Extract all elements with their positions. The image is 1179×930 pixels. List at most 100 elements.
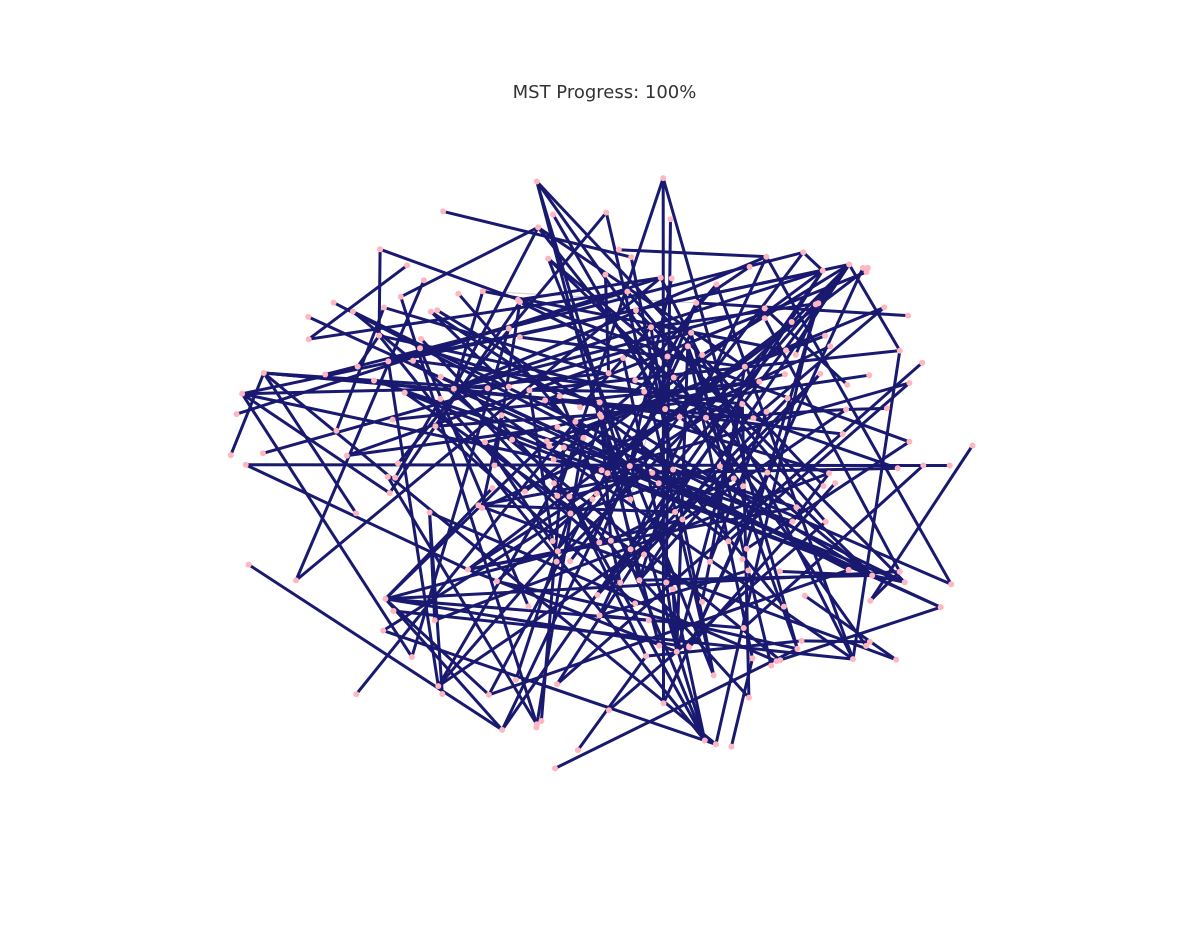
mst-edge — [480, 413, 504, 510]
graph-node — [633, 307, 639, 314]
graph-node — [589, 496, 596, 503]
graph-node — [725, 538, 732, 545]
mst-edge — [452, 371, 611, 391]
graph-node — [667, 216, 674, 223]
mst-edge — [844, 406, 889, 411]
graph-node — [259, 450, 266, 457]
graph-node — [380, 627, 387, 634]
mst-edge — [553, 647, 799, 770]
graph-node — [432, 423, 439, 430]
graph-node — [549, 538, 556, 544]
graph-node — [596, 399, 603, 406]
graph-node — [763, 253, 770, 260]
graph-node — [385, 358, 392, 365]
graph-node — [777, 657, 784, 664]
mst-edge — [803, 594, 898, 662]
graph-node — [479, 505, 486, 511]
graph-node — [740, 483, 747, 490]
graph-node — [598, 467, 605, 474]
mst-edge — [392, 609, 855, 661]
graph-node — [605, 370, 612, 377]
graph-node — [580, 434, 587, 441]
graph-node — [330, 299, 337, 306]
graph-node — [713, 281, 720, 288]
graph-node — [624, 288, 631, 295]
graph-node — [701, 737, 708, 744]
graph-node — [641, 388, 648, 395]
mst-edge — [603, 273, 611, 375]
mst-edge — [294, 278, 426, 582]
graph-node — [491, 462, 498, 469]
graph-node — [850, 656, 856, 663]
graph-node — [546, 443, 553, 450]
graph-node — [482, 439, 488, 446]
mst-edge — [381, 497, 594, 633]
graph-node — [946, 462, 953, 469]
graph-node — [846, 261, 853, 268]
graph-node — [538, 718, 545, 724]
mst-edge — [452, 255, 768, 391]
graph-node — [660, 700, 667, 707]
graph-node — [817, 370, 824, 377]
graph-node — [780, 603, 787, 610]
mst-edge — [428, 511, 444, 696]
graph-node — [948, 581, 955, 588]
graph-node — [545, 255, 552, 262]
graph-node — [896, 568, 903, 575]
graph-node — [404, 262, 411, 269]
graph-node — [937, 604, 944, 611]
graph-node — [602, 271, 609, 278]
graph-node — [343, 452, 350, 459]
graph-node — [883, 405, 890, 412]
graph-node — [242, 461, 249, 468]
graph-node — [376, 332, 383, 339]
graph-node — [645, 617, 652, 624]
graph-node — [395, 460, 401, 467]
graph-node — [556, 393, 563, 399]
graph-node — [670, 586, 676, 593]
mst-edge — [381, 629, 718, 746]
graph-node — [844, 381, 851, 388]
graph-node — [377, 246, 384, 253]
graph-node — [673, 648, 680, 655]
mst-edge — [391, 380, 761, 422]
graph-node — [437, 373, 444, 380]
mst-edge — [596, 263, 851, 597]
graph-node — [660, 175, 667, 182]
mst-edge — [567, 495, 648, 658]
graph-node — [739, 556, 746, 563]
mst-edge — [576, 654, 648, 752]
graph-node — [526, 387, 533, 394]
graph-node — [604, 470, 611, 477]
graph-node — [672, 509, 679, 515]
mst-edge — [650, 466, 900, 475]
graph-node — [863, 269, 870, 275]
graph-node — [686, 644, 693, 651]
graph-node — [801, 592, 808, 599]
graph-node — [418, 335, 425, 342]
graph-node — [901, 579, 908, 586]
graph-node — [662, 406, 669, 412]
graph-node — [567, 510, 574, 517]
mst-edge — [487, 568, 851, 697]
graph-node — [863, 642, 870, 649]
graph-node — [839, 431, 846, 437]
graph-node — [543, 438, 550, 445]
graph-node — [648, 324, 654, 331]
graph-node — [919, 359, 926, 366]
graph-node — [794, 645, 801, 652]
graph-node — [499, 726, 506, 733]
graph-node — [384, 473, 391, 480]
graph-node — [542, 397, 549, 404]
graph-node — [969, 442, 976, 449]
graph-node — [761, 315, 768, 322]
graph-node — [437, 395, 444, 402]
graph-node — [381, 304, 387, 311]
graph-node — [750, 415, 757, 422]
graph-node — [788, 319, 795, 325]
graph-node — [552, 765, 558, 772]
edge-layer — [229, 176, 974, 770]
graph-node — [489, 485, 496, 492]
mst-edge — [708, 410, 768, 564]
graph-node — [730, 475, 737, 482]
